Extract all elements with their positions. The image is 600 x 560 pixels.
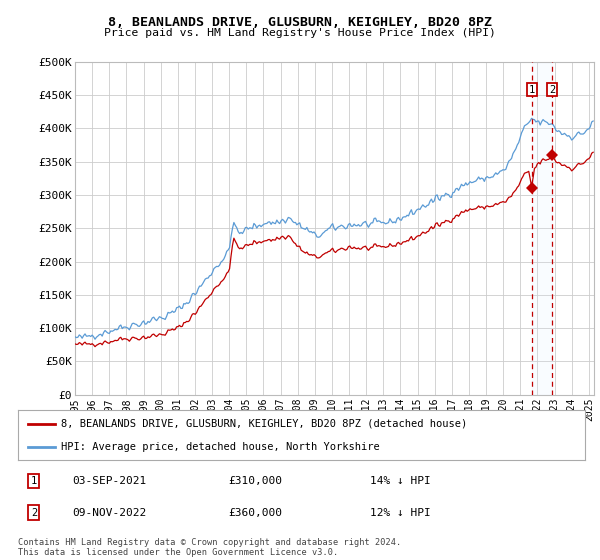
Text: 8, BEANLANDS DRIVE, GLUSBURN, KEIGHLEY, BD20 8PZ (detached house): 8, BEANLANDS DRIVE, GLUSBURN, KEIGHLEY, …: [61, 418, 467, 428]
Text: 8, BEANLANDS DRIVE, GLUSBURN, KEIGHLEY, BD20 8PZ: 8, BEANLANDS DRIVE, GLUSBURN, KEIGHLEY, …: [108, 16, 492, 29]
Text: 09-NOV-2022: 09-NOV-2022: [72, 507, 146, 517]
Text: 12% ↓ HPI: 12% ↓ HPI: [370, 507, 430, 517]
Text: 14% ↓ HPI: 14% ↓ HPI: [370, 476, 430, 486]
Text: 2: 2: [31, 507, 37, 517]
Text: Contains HM Land Registry data © Crown copyright and database right 2024.
This d: Contains HM Land Registry data © Crown c…: [18, 538, 401, 557]
Text: 1: 1: [529, 85, 535, 95]
Bar: [532, 62, 552, 395]
Text: 1: 1: [31, 476, 37, 486]
Text: HPI: Average price, detached house, North Yorkshire: HPI: Average price, detached house, Nort…: [61, 442, 379, 452]
Text: 2: 2: [549, 85, 555, 95]
Text: £310,000: £310,000: [228, 476, 282, 486]
Text: Price paid vs. HM Land Registry's House Price Index (HPI): Price paid vs. HM Land Registry's House …: [104, 28, 496, 38]
Text: 03-SEP-2021: 03-SEP-2021: [72, 476, 146, 486]
Text: £360,000: £360,000: [228, 507, 282, 517]
